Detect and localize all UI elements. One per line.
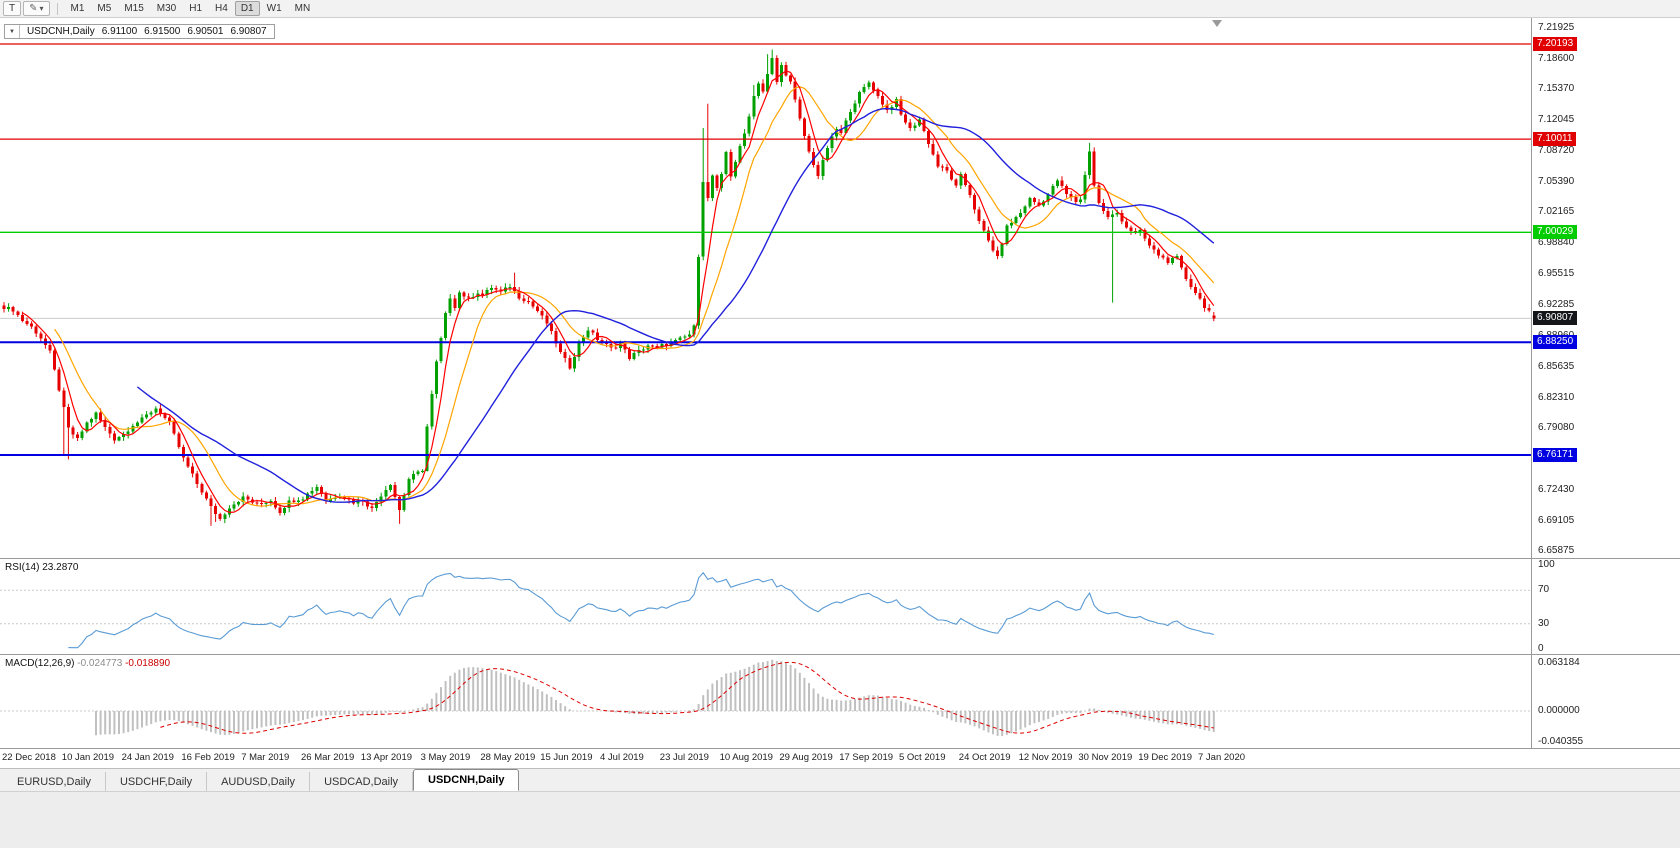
timeframe-button-h1[interactable]: H1	[189, 3, 203, 14]
quote-expand-icon[interactable]: ▼	[5, 25, 20, 38]
rsi-value: 23.2870	[42, 562, 79, 573]
symbol-info-box[interactable]: ▼ USDCNH,Daily 6.91100 6.91500 6.90501 6…	[4, 24, 275, 39]
status-bar	[0, 791, 1680, 848]
ohlc-readout: USDCNH,Daily 6.91100 6.91500 6.90501 6.9…	[20, 26, 274, 37]
price-chart-svg[interactable]	[0, 18, 1531, 558]
templates-button[interactable]: T	[3, 1, 22, 16]
main-chart-panel: ▼ USDCNH,Daily 6.91100 6.91500 6.90501 6…	[0, 18, 1680, 558]
symbol-name: USDCNH,Daily	[26, 26, 95, 37]
high-value: 6.91500	[144, 26, 181, 37]
open-value: 6.91100	[101, 26, 138, 37]
timeframe-button-d1[interactable]: D1	[234, 1, 260, 16]
macd-name: MACD(12,26,9)	[5, 658, 75, 669]
rsi-panel: RSI(14) 23.2870	[0, 558, 1680, 654]
low-value: 6.90501	[187, 26, 224, 37]
timeframe-button-mn[interactable]: MN	[294, 3, 311, 14]
chart-shift-marker-icon[interactable]	[1212, 20, 1222, 27]
timeframe-button-h4[interactable]: H4	[215, 3, 228, 14]
timeframe-button-m15[interactable]: M15	[124, 3, 144, 14]
rsi-indicator-label: RSI(14) 23.2870	[5, 562, 78, 573]
rsi-chart-svg[interactable]	[0, 559, 1531, 654]
chevron-down-icon: ▾	[39, 4, 44, 13]
timeframe-button-m30[interactable]: M30	[156, 3, 177, 14]
chart-tab-usdcnh[interactable]: USDCNH,Daily	[413, 769, 520, 791]
macd-chart-svg[interactable]	[0, 655, 1531, 748]
macd-signal-value: -0.018890	[125, 658, 171, 669]
chart-tab-usdcad[interactable]: USDCAD,Daily	[310, 772, 414, 791]
pencil-icon: ✎	[29, 3, 38, 14]
timeframe-button-m1[interactable]: M1	[70, 3, 85, 14]
macd-indicator-label: MACD(12,26,9) -0.024773 -0.018890	[5, 658, 170, 669]
price-axis-separator	[1531, 18, 1532, 748]
macd-main-value: -0.024773	[77, 658, 123, 669]
toolbar-separator	[56, 2, 58, 15]
timeframe-button-m5[interactable]: M5	[97, 3, 112, 14]
close-value: 6.90807	[230, 26, 267, 37]
rsi-name: RSI(14)	[5, 562, 40, 573]
timeframe-button-w1[interactable]: W1	[266, 3, 282, 14]
drawing-tool-button[interactable]: ✎ ▾	[23, 1, 50, 16]
date-axis[interactable]	[0, 748, 1680, 768]
chart-tab-audusd[interactable]: AUDUSD,Daily	[207, 772, 311, 791]
chart-tab-usdchf[interactable]: USDCHF,Daily	[106, 772, 208, 791]
timeframe-buttons-group: M1 M5 M15 M30 H1 H4 D1 W1 MN	[65, 1, 317, 16]
chart-tab-eurusd[interactable]: EURUSD,Daily	[3, 772, 106, 791]
macd-panel: MACD(12,26,9) -0.024773 -0.018890	[0, 654, 1680, 748]
top-toolbar: T ✎ ▾ M1 M5 M15 M30 H1 H4 D1 W1 MN	[0, 0, 1680, 18]
chart-tabs-bar: EURUSD,Daily USDCHF,Daily AUDUSD,Daily USDC…	[0, 768, 1680, 791]
